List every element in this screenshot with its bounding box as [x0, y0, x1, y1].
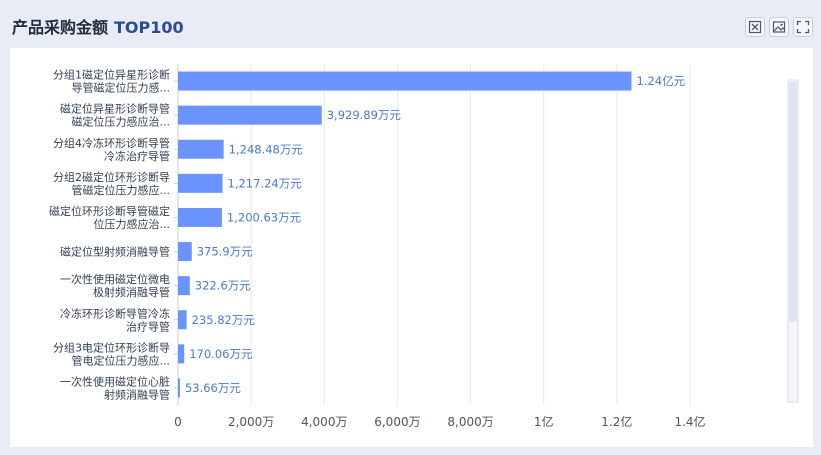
excel-export-icon[interactable] — [745, 17, 765, 37]
bar-value-label: 235.82万元 — [192, 313, 256, 327]
bar[interactable] — [178, 207, 222, 227]
bar-value-label: 3,929.89万元 — [327, 108, 402, 122]
bar-value-label: 322.6万元 — [195, 279, 251, 293]
category-label: 磁定位型射频消融导管 — [60, 245, 170, 259]
bar[interactable] — [178, 344, 185, 364]
bar-value-label: 1,200.63万元 — [227, 210, 302, 224]
x-tick-label: 2,000万 — [228, 415, 274, 429]
bar[interactable] — [178, 276, 190, 296]
x-axis: 0 2,000万 4,000万 6,000万 8,000万 1亿 1.2亿 1.4亿 — [174, 414, 705, 429]
bar-value-label: 1,248.48万元 — [229, 142, 304, 156]
category-label: 管电定位压力感应... — [72, 353, 171, 367]
category-label: 射频消融导管 — [104, 387, 170, 401]
bar[interactable] — [178, 310, 187, 330]
bar[interactable] — [178, 242, 192, 262]
toolbar — [745, 17, 813, 37]
x-tick-label: 1亿 — [534, 414, 554, 429]
bar-series: 1.24亿元 3,929.89万元 1,248.48万元 1,217.24万元 1,20… — [178, 71, 686, 398]
category-label: 磁定位环形诊断导管磁定 — [49, 204, 170, 218]
category-label: 导管磁定位压力感... — [72, 81, 171, 95]
category-label: 管磁定位压力感应... — [72, 183, 171, 197]
bar-value-label: 53.66万元 — [185, 381, 241, 395]
x-tick-label: 1.2亿 — [601, 414, 632, 429]
x-tick-label: 6,000万 — [374, 415, 420, 429]
category-label: 极射频消融导管 — [93, 285, 170, 299]
category-label: 一次性使用磁定位心脏 — [60, 374, 170, 388]
x-tick-label: 4,000万 — [301, 415, 347, 429]
bar[interactable] — [178, 71, 632, 91]
bar[interactable] — [178, 105, 322, 125]
category-label: 冷冻环形诊断导管冷冻 — [60, 306, 170, 320]
category-label: 分组2磁定位环形诊断导 — [53, 170, 170, 184]
bar[interactable] — [178, 378, 180, 398]
fullscreen-icon[interactable] — [793, 17, 813, 37]
category-label: 治疗导管 — [126, 319, 170, 333]
category-label: 磁定位压力感应治... — [72, 115, 171, 129]
bar-value-label: 1.24亿元 — [636, 74, 685, 88]
x-tick-label: 0 — [174, 415, 182, 429]
category-label: 分组1磁定位异星形诊断 — [53, 68, 170, 82]
category-label: 位压力感应治... — [94, 217, 171, 231]
bar-value-label: 1,217.24万元 — [228, 176, 303, 190]
scrollbar-thumb[interactable] — [789, 82, 797, 322]
category-label: 一次性使用磁定位微电 — [60, 272, 170, 286]
category-label: 分组4冷冻环形诊断导管 — [53, 136, 170, 150]
bar[interactable] — [178, 173, 223, 193]
title-tag: TOP100 — [114, 18, 184, 37]
category-label: 分组3电定位环形诊断导 — [53, 340, 170, 354]
panel-header: 产品采购金额 TOP100 — [0, 0, 821, 46]
image-export-icon[interactable] — [769, 17, 789, 37]
x-tick-label: 1.4亿 — [674, 414, 705, 429]
category-label: 磁定位异星形诊断导管 — [60, 102, 170, 116]
chart-card — [10, 48, 813, 447]
bar[interactable] — [178, 139, 224, 159]
bar-value-label: 375.9万元 — [197, 245, 253, 259]
title-text: 产品采购金额 — [12, 18, 109, 37]
bar-value-label: 170.06万元 — [189, 347, 253, 361]
x-tick-label: 8,000万 — [447, 415, 493, 429]
panel-title: 产品采购金额 TOP100 — [12, 14, 184, 38]
chart-scrollbar — [787, 79, 799, 403]
category-label: 冷冻治疗导管 — [104, 149, 170, 163]
